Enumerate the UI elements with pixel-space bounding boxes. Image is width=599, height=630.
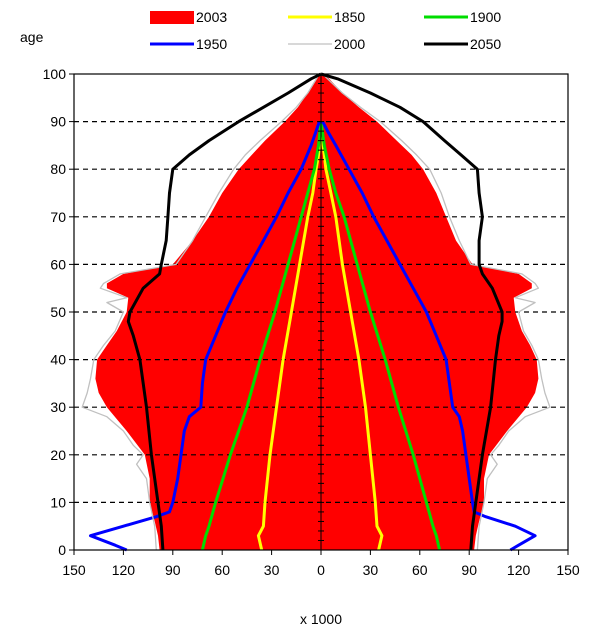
series-line-1850-women [319,121,384,551]
y-tick-label: 40 [50,352,66,368]
legend-item-1900: 1900 [424,9,501,25]
legend-item-1950: 1950 [150,36,227,52]
x-tick-label: 60 [214,562,230,578]
x-tick-label: 60 [412,562,428,578]
y-tick-label: 0 [58,542,66,558]
legend-label: 2003 [196,9,227,25]
legend-item-2003: 2003 [150,9,227,25]
legend-item-1850: 1850 [288,9,365,25]
y-tick-label: 20 [50,447,66,463]
x-tick-label: 120 [507,562,531,578]
y-tick-label: 10 [50,494,66,510]
x-axis-label: x 1000 [300,611,342,627]
x-tick-label: 30 [363,562,379,578]
y-tick-label: 90 [50,114,66,130]
y-tick-label: 100 [43,66,67,82]
series-line-1850-men [256,121,323,551]
series-line-2000-women [322,73,551,551]
x-tick-label: 0 [317,562,325,578]
legend-label: 1850 [334,9,365,25]
y-tick-label: 80 [50,161,66,177]
x-tick-label: 150 [556,562,580,578]
legend-item-2050: 2050 [424,36,501,52]
y-tick-label: 70 [50,209,66,225]
x-tick-label: 90 [461,562,477,578]
legend-label: 1900 [470,9,501,25]
series-line-2050-men [126,72,322,551]
x-tick-label: 120 [112,562,136,578]
legend-item-2000: 2000 [288,36,365,52]
y-tick-label: 60 [50,256,66,272]
series-line-1900-women [319,121,442,551]
legend-label: 2000 [334,36,365,52]
legend-swatch [150,11,194,24]
legend-label: 1950 [196,36,227,52]
legend-label: 2050 [470,36,501,52]
series-line-2000-men [81,73,320,551]
series-line-1900-men [200,121,323,551]
y-tick-label: 30 [50,399,66,415]
series-fill-2003 [95,74,539,550]
series-line-1950-women [321,120,537,552]
x-tick-label: 150 [62,562,86,578]
x-tick-label: 30 [264,562,280,578]
y-tick-label: 50 [50,304,66,320]
series-line-2050-women [320,72,504,551]
series-line-1950-men [89,121,321,552]
y-axis-label: age [20,29,44,45]
x-tick-label: 90 [165,562,181,578]
